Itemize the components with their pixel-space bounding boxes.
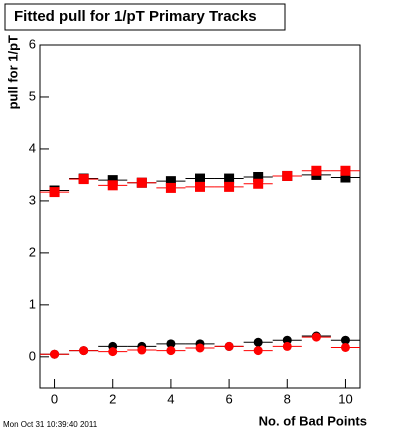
y-tick-label: 0 <box>29 348 36 363</box>
point <box>78 174 89 185</box>
y-tick-label: 4 <box>29 140 36 155</box>
point <box>224 341 234 351</box>
point <box>311 332 321 342</box>
x-tick-label: 4 <box>167 391 174 406</box>
point <box>195 181 205 192</box>
y-tick-label: 5 <box>29 88 36 103</box>
x-tick-label: 6 <box>225 391 232 406</box>
point <box>253 337 263 347</box>
point <box>137 345 147 355</box>
point <box>136 177 147 188</box>
point <box>195 173 205 184</box>
point <box>165 182 176 193</box>
point <box>340 172 351 183</box>
x-tick-label: 10 <box>338 391 352 406</box>
y-tick-label: 2 <box>29 244 36 259</box>
x-tick-label: 2 <box>109 391 116 406</box>
x-tick-label: 8 <box>284 391 291 406</box>
point <box>253 178 264 189</box>
chart-title: Fitted pull for 1/pT Primary Tracks <box>14 8 257 25</box>
y-tick-label: 3 <box>29 192 36 207</box>
y-tick-label: 6 <box>29 36 36 51</box>
point <box>282 170 293 181</box>
point <box>165 176 176 187</box>
point <box>224 181 235 192</box>
title-box <box>4 3 286 31</box>
point <box>224 173 235 184</box>
point <box>282 341 292 351</box>
point <box>79 346 89 356</box>
point <box>282 335 292 345</box>
plot-frame <box>39 44 361 389</box>
x-tick-label: 0 <box>51 391 58 406</box>
y-axis-label: pull for 1/pT <box>5 35 20 109</box>
point <box>195 343 205 353</box>
y-tick-label: 1 <box>29 296 36 311</box>
point <box>253 172 264 183</box>
point <box>107 175 118 186</box>
point <box>50 349 60 359</box>
point <box>253 346 263 356</box>
point <box>340 335 350 345</box>
point <box>166 339 176 349</box>
point <box>166 346 176 356</box>
point <box>107 180 118 191</box>
point <box>340 342 350 352</box>
x-axis-label: No. of Bad Points <box>259 413 367 428</box>
point <box>49 187 60 198</box>
footer: Mon Oct 31 10:39:40 2011 <box>3 420 98 429</box>
point <box>311 165 322 176</box>
point <box>108 347 118 357</box>
point <box>340 165 351 176</box>
